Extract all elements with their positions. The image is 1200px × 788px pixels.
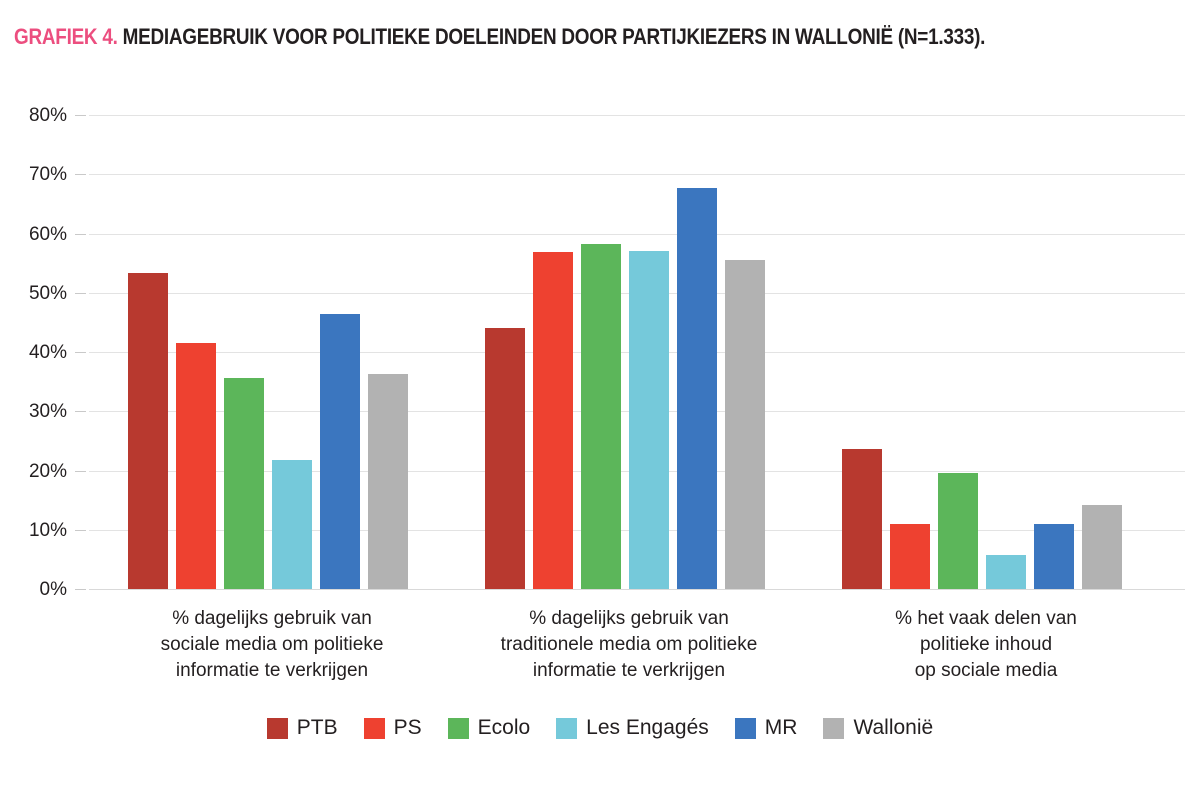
bar[interactable] — [533, 251, 573, 589]
legend-swatch-icon — [266, 717, 288, 739]
page-title: GRAFIEK 4. MEDIAGEBRUIK VOOR POLITIEKE D… — [14, 24, 1020, 54]
bar[interactable] — [272, 459, 312, 589]
bar-group — [128, 115, 416, 589]
y-axis-tick — [75, 411, 86, 413]
legend-label: Wallonië — [853, 716, 934, 739]
bar[interactable] — [677, 187, 717, 589]
legend-label: Ecolo — [477, 716, 531, 739]
bar[interactable] — [128, 272, 168, 589]
legend-label: Les Engagés — [586, 716, 709, 739]
y-axis-tick — [75, 174, 86, 176]
title-prefix: GRAFIEK 4. — [14, 24, 118, 49]
legend-item[interactable]: Les Engagés — [556, 716, 709, 740]
legend-item[interactable]: PTB — [266, 716, 338, 740]
legend-label: MR — [764, 716, 798, 739]
gridline — [89, 233, 1185, 235]
y-axis-tick — [75, 292, 86, 294]
bar[interactable] — [368, 373, 408, 589]
y-axis-tick — [75, 470, 86, 472]
y-axis-tick-label: 40% — [28, 342, 67, 363]
y-axis-tick-label: 10% — [28, 519, 67, 541]
y-axis-tick — [75, 233, 86, 235]
plot-area: 80% 70% 60% 50% 40% 30% 20% 10% 0% — [29, 106, 1185, 599]
category-label: % het vaak delen van politieke inhoud op… — [895, 608, 1077, 681]
y-axis-tick-label: 0% — [39, 579, 67, 600]
legend-swatch-icon — [447, 717, 469, 739]
legend-swatch-icon — [556, 717, 578, 739]
legend-item[interactable]: PS — [363, 716, 422, 740]
legend-swatch-icon — [823, 717, 845, 739]
bar[interactable] — [629, 251, 669, 589]
gridline — [89, 174, 1185, 176]
legend-label: PS — [393, 716, 422, 739]
legend-label: PTB — [296, 716, 338, 739]
y-axis-tick — [75, 529, 86, 531]
bar[interactable] — [176, 343, 216, 589]
bar[interactable] — [986, 554, 1026, 589]
y-axis-tick-label: 50% — [28, 282, 67, 304]
y-axis-tick-label: 70% — [28, 164, 67, 186]
bar[interactable] — [485, 328, 525, 589]
category-label: % dagelijks gebruik van traditionele med… — [500, 608, 758, 681]
bar[interactable] — [725, 260, 765, 589]
bar-group — [842, 115, 1130, 589]
category-label: % dagelijks gebruik van sociale media om… — [160, 608, 384, 681]
legend-swatch-icon — [363, 717, 385, 739]
legend-item[interactable]: Wallonië — [823, 716, 933, 740]
gridline — [89, 589, 1185, 590]
bar[interactable] — [581, 244, 621, 589]
y-axis-tick — [75, 589, 86, 590]
legend-item[interactable]: MR — [734, 716, 798, 740]
legend-item[interactable]: Ecolo — [447, 716, 531, 740]
bar[interactable] — [320, 313, 360, 589]
y-axis-tick-label: 20% — [28, 460, 67, 482]
y-axis-tick-label: 60% — [28, 223, 67, 245]
bar[interactable] — [890, 524, 930, 589]
bar[interactable] — [224, 378, 264, 589]
bar[interactable] — [938, 473, 978, 589]
bar[interactable] — [1034, 523, 1074, 589]
gridline — [89, 115, 1185, 116]
title-main: MEDIAGEBRUIK VOOR POLITIEKE DOELEINDEN D… — [117, 24, 986, 49]
legend-swatch-icon — [734, 717, 756, 739]
y-axis-tick — [75, 352, 86, 353]
bar[interactable] — [1082, 504, 1122, 589]
y-axis-tick-label: 30% — [28, 401, 67, 423]
chart-legend: PTB PS Ecolo Les Engagés MR Wallonië — [0, 716, 1200, 740]
y-axis-tick-label: 80% — [28, 105, 67, 126]
bar[interactable] — [842, 448, 882, 589]
bar-group — [485, 115, 773, 589]
y-axis-tick — [75, 115, 86, 116]
